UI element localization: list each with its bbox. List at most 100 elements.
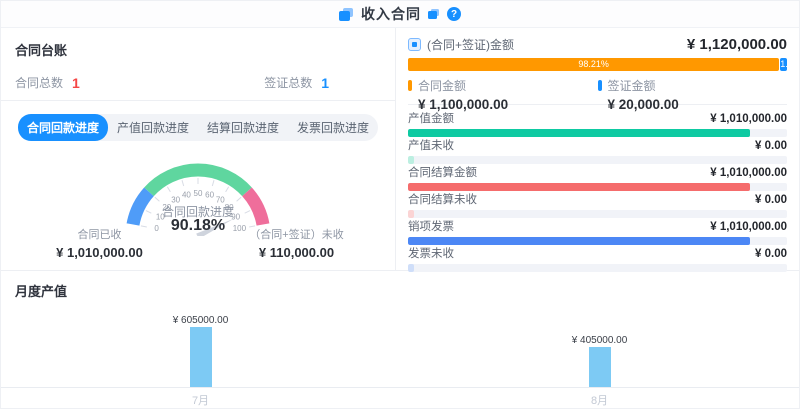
amount-summary-card: (合同+签证)金额 ¥ 1,120,000.00 98.21%1.79% 合同金… (408, 28, 787, 112)
contract-visa-stacked-bar: 98.21%1.79% (408, 58, 787, 71)
total-amount-value: ¥ 1,120,000.00 (686, 36, 787, 53)
metric-progress-track (408, 183, 787, 191)
contract-folder-icon (339, 7, 354, 21)
payment-progress-card: 合同回款进度 产值回款进度 结算回款进度 发票回款进度 0 10 20 30 40 50 60 70… (1, 101, 395, 270)
metric-label: 产值金额 (408, 113, 454, 125)
monthly-bar (189, 327, 212, 387)
received-value: ¥ 1,010,000.00 (56, 245, 143, 260)
metric-progress-fill (408, 210, 414, 218)
monthly-title: 月度产值 (15, 284, 68, 299)
legend-value: ¥ 1,100,000.00 (418, 97, 509, 112)
amount-legend: 合同金额 ¥ 1,100,000.00 签证金额 ¥ 20,000.00 (408, 77, 787, 112)
metric-row: 销项发票 ¥ 1,010,000.00 (408, 220, 787, 245)
tab-1[interactable]: 合同回款进度 (17, 114, 108, 141)
metric-progress-track (408, 129, 787, 137)
stat-count[interactable]: 1 (72, 74, 80, 91)
document-icon[interactable] (428, 9, 440, 19)
gauge-value: 90.18% (170, 217, 226, 234)
stacked-bar-segment: 1.79% (780, 58, 787, 71)
monthly-x-axis (1, 387, 799, 388)
metric-row: 发票未收 ¥ 0.00 (408, 247, 787, 272)
legend-item: 签证金额 ¥ 20,000.00 (597, 77, 788, 112)
amount-doc-icon (408, 38, 421, 51)
svg-text:100: 100 (233, 224, 247, 233)
main-content: 合同台账 合同总数 1 签证总数 1 合同回款进度 产值回款进度 结算回款进度 发票回… (1, 28, 799, 272)
gauge-title: 合同回款进度 (161, 205, 234, 219)
x-axis-label: 8月 (590, 395, 609, 407)
left-panel: 合同台账 合同总数 1 签证总数 1 合同回款进度 产值回款进度 结算回款进度 发票回… (1, 28, 396, 270)
unreceived-stat: （合同+签证）未收 ¥ 110,000.00 (198, 226, 395, 260)
page-title: 收入合同 (361, 6, 421, 22)
svg-text:60: 60 (205, 191, 214, 200)
metric-progress-track (408, 156, 787, 164)
legend-label: 签证金额 (607, 79, 656, 93)
unreceived-value: ¥ 110,000.00 (258, 245, 335, 260)
metric-label: 合同结算未收 (408, 194, 477, 206)
metrics-list: 产值金额 ¥ 1,010,000.00 产值未收 ¥ 0.00 合同结算金额 ¥ 1,01… (408, 105, 787, 272)
metric-label: 产值未收 (408, 140, 454, 152)
gauge-chart: 0 10 20 30 40 50 60 70 80 90 100 (83, 148, 313, 241)
monthly-bar-column: ¥ 605000.00 (1, 302, 400, 387)
legend-label: 合同金额 (418, 79, 467, 93)
svg-text:70: 70 (216, 196, 225, 205)
tab-4[interactable]: 发票回款进度 (297, 121, 370, 135)
metric-progress-track (408, 210, 787, 218)
svg-text:10: 10 (156, 213, 165, 222)
tab-2[interactable]: 产值回款进度 (116, 121, 189, 135)
received-label: 合同已收 (77, 229, 122, 241)
help-icon[interactable]: ? (447, 7, 461, 21)
monthly-bar-plot: ¥ 605000.00 ¥ 405000.00 (1, 302, 799, 387)
metric-label: 发票未收 (408, 248, 454, 260)
metric-value: ¥ 0.00 (755, 140, 787, 152)
ledger-card: 合同台账 合同总数 1 签证总数 1 (1, 28, 395, 101)
legend-value: ¥ 20,000.00 (607, 97, 679, 112)
ledger-stats: 合同总数 1 签证总数 1 (15, 74, 381, 91)
contract-total-stat: 合同总数 1 (15, 74, 80, 91)
ledger-title: 合同台账 (15, 43, 68, 58)
metric-label: 合同结算金额 (408, 167, 477, 179)
monthly-output-card: 月度产值 ¥ 605000.00 ¥ 405000.00 7月 8月 (1, 270, 799, 408)
received-stat: 合同已收 ¥ 1,010,000.00 (1, 226, 198, 260)
metric-value: ¥ 1,010,000.00 (710, 221, 787, 233)
metric-progress-fill (408, 237, 750, 245)
legend-marker-icon (408, 80, 412, 91)
svg-text:90: 90 (231, 213, 240, 222)
bar-value-label: ¥ 405000.00 (571, 335, 628, 346)
metric-progress-fill (408, 183, 750, 191)
svg-text:50: 50 (194, 189, 203, 198)
total-amount-label: (合同+签证)金额 (427, 38, 515, 52)
metric-label: 销项发票 (408, 221, 454, 233)
metric-row: 合同结算未收 ¥ 0.00 (408, 193, 787, 218)
svg-text:30: 30 (171, 196, 180, 205)
unreceived-label: （合同+签证）未收 (249, 229, 344, 241)
svg-text:80: 80 (225, 203, 234, 212)
visa-total-label: 签证总数 (264, 76, 313, 90)
metric-row: 产值金额 ¥ 1,010,000.00 (408, 112, 787, 137)
metric-value: ¥ 1,010,000.00 (710, 113, 787, 125)
progress-tabs: 合同回款进度 产值回款进度 结算回款进度 发票回款进度 (17, 114, 379, 141)
tab-3[interactable]: 结算回款进度 (207, 121, 280, 135)
metric-progress-fill (408, 264, 414, 272)
legend-marker-icon (597, 80, 602, 91)
visa-total-stat: 签证总数 1 (264, 74, 329, 91)
metric-progress-fill (408, 129, 750, 137)
metric-value: ¥ 0.00 (755, 194, 787, 206)
stacked-bar-segment: 98.21% (408, 58, 780, 71)
svg-text:40: 40 (182, 191, 191, 200)
gauge-footer: 合同已收 ¥ 1,010,000.00 （合同+签证）未收 ¥ 110,000.… (1, 226, 395, 260)
bar-value-label: ¥ 605000.00 (172, 315, 229, 326)
right-panel: (合同+签证)金额 ¥ 1,120,000.00 98.21%1.79% 合同金… (396, 28, 799, 272)
svg-text:20: 20 (162, 203, 171, 212)
metric-value: ¥ 1,010,000.00 (710, 167, 787, 179)
contract-total-label: 合同总数 (15, 76, 64, 90)
monthly-bar-column: ¥ 405000.00 (400, 302, 799, 387)
metric-progress-track (408, 264, 787, 272)
metric-progress-track (408, 237, 787, 245)
stat-count[interactable]: 1 (321, 74, 329, 91)
x-axis-label: 7月 (191, 395, 210, 407)
legend-item: 合同金额 ¥ 1,100,000.00 (408, 77, 598, 112)
metric-progress-fill (408, 156, 414, 164)
monthly-bar-categories: 7月 8月 (1, 392, 799, 408)
page-header: 收入合同 ? (1, 1, 799, 28)
